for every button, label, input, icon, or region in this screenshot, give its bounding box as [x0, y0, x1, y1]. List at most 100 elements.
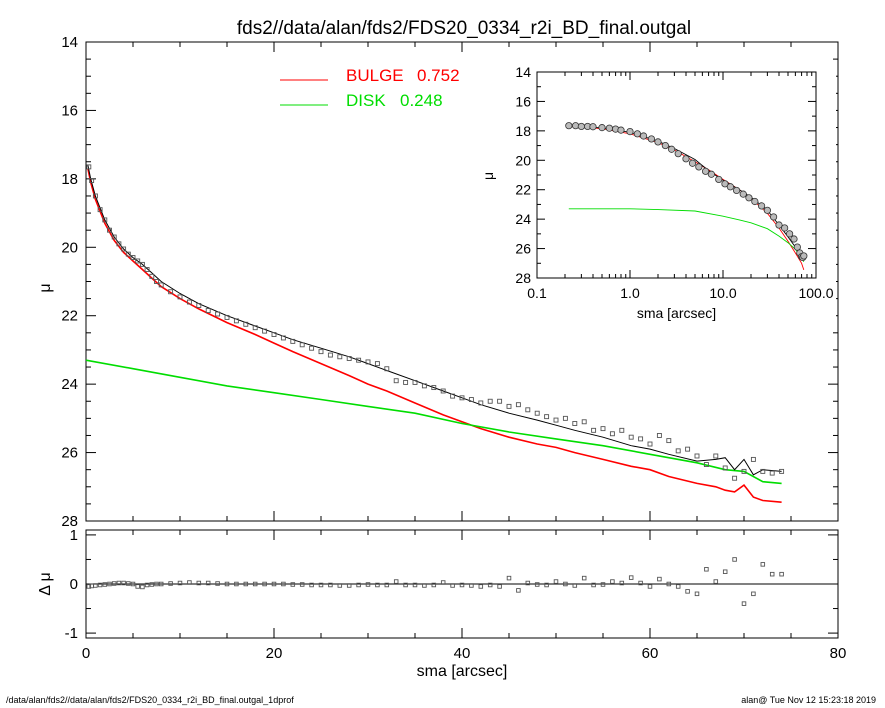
main-data-point	[224, 314, 230, 320]
residual-point	[751, 591, 756, 597]
residual-point	[497, 584, 502, 589]
residual-point	[393, 579, 399, 584]
main-data-point	[111, 234, 117, 240]
main-panel: 14 16 18 20 22 24 26 28 μ	[37, 34, 839, 530]
legend-disk-label: DISK	[346, 91, 386, 110]
main-data-point	[186, 299, 192, 305]
inset-data-point	[781, 224, 789, 232]
main-data-point	[168, 289, 174, 295]
inset-data-point	[571, 122, 580, 130]
residual-point	[281, 581, 286, 587]
legend-bulge-value: 0.752	[417, 66, 460, 85]
inset-data-point	[739, 190, 747, 198]
inset-data-point	[682, 155, 690, 163]
inset-y-tick-label: 26	[515, 241, 531, 257]
residual-point	[675, 584, 681, 589]
main-data-point	[694, 453, 700, 459]
residual-point	[102, 582, 108, 587]
inset-data-point	[763, 206, 771, 214]
main-data-point	[215, 311, 221, 317]
residual-point	[647, 584, 653, 589]
main-data-point	[534, 410, 540, 416]
residual-point	[459, 582, 465, 588]
main-data-point	[609, 431, 615, 437]
residual-point	[628, 575, 634, 580]
inset-data-point	[667, 145, 676, 153]
main-data-point	[713, 453, 719, 459]
main-data-point	[647, 441, 653, 447]
inset-data-point	[661, 141, 669, 150]
x-tick-label: 20	[266, 645, 283, 662]
inset-data-point	[793, 243, 801, 251]
inset-data-point	[654, 138, 662, 146]
main-data-point	[779, 468, 785, 474]
main-data-point	[280, 335, 286, 341]
main-data-point	[732, 475, 738, 481]
main-data-point	[116, 241, 122, 247]
inset-x-tick-label: 100.0	[798, 285, 833, 301]
main-y-tick-label: 16	[61, 102, 78, 119]
inset-data-point	[605, 124, 613, 132]
inset-data-point	[565, 122, 573, 130]
residual-point	[591, 582, 596, 588]
residual-point	[581, 575, 587, 581]
main-data-point	[243, 321, 249, 327]
residual-point	[469, 583, 474, 588]
main-data-point	[403, 379, 409, 385]
residual-point	[356, 582, 361, 588]
residual-point	[741, 601, 747, 606]
main-data-point	[468, 397, 474, 402]
main-data-point	[139, 261, 145, 267]
main-data-point	[121, 246, 127, 252]
residual-point	[168, 581, 173, 586]
residual-point	[544, 582, 549, 588]
residual-point	[328, 582, 333, 588]
main-y-tick-label: 26	[61, 445, 78, 462]
legend: BULGE 0.752 DISK 0.248	[280, 66, 460, 110]
residual-point	[722, 569, 728, 574]
residual-y-tick-label: 0	[70, 576, 78, 593]
inset-data-point	[745, 194, 753, 202]
main-y-axis-label: μ	[37, 283, 54, 292]
main-data-point	[760, 468, 766, 474]
residual-point	[666, 581, 672, 587]
inset-panel: 14 16 18 20 22 24 26 280.1 1.0 10.0 100.0 sma [arcs…	[477, 64, 836, 326]
residual-point	[187, 580, 192, 585]
inset-x-tick-label: 1.0	[620, 285, 640, 301]
main-data-point	[252, 325, 258, 331]
residual-point	[384, 582, 390, 588]
main-data-point	[722, 465, 728, 471]
residual-point	[516, 588, 521, 593]
main-data-point	[327, 352, 333, 358]
main-line-bulge	[87, 168, 782, 503]
residual-point	[309, 582, 314, 588]
residual-point	[572, 583, 578, 588]
x-tick-label: 40	[454, 645, 471, 662]
residual-point	[97, 582, 103, 588]
residual-point	[657, 576, 662, 582]
main-data-point	[154, 279, 159, 284]
inset-data-point	[790, 235, 798, 243]
residual-point	[346, 583, 352, 588]
main-data-point	[365, 359, 371, 365]
inset-y-tick-label: 22	[515, 182, 531, 198]
inset-data-point	[800, 252, 808, 260]
main-data-point	[544, 414, 550, 420]
residual-point	[506, 575, 512, 581]
main-data-point	[102, 217, 108, 223]
main-data-point	[384, 366, 390, 372]
inset-x-axis-label: sma [arcsec]	[637, 305, 716, 321]
inset-y-tick-label: 28	[515, 270, 531, 286]
inset-data-point	[626, 127, 634, 136]
main-data-point	[431, 385, 437, 391]
main-data-point	[144, 267, 150, 272]
main-data-point	[337, 354, 343, 360]
residual-y-tick-label: -1	[65, 625, 78, 642]
residual-point	[262, 581, 267, 587]
main-data-point	[440, 388, 446, 394]
residual-point	[215, 581, 220, 586]
main-data-point	[572, 421, 578, 426]
residual-point	[111, 581, 117, 586]
inset-data-point	[633, 130, 641, 138]
main-data-point	[591, 427, 597, 433]
